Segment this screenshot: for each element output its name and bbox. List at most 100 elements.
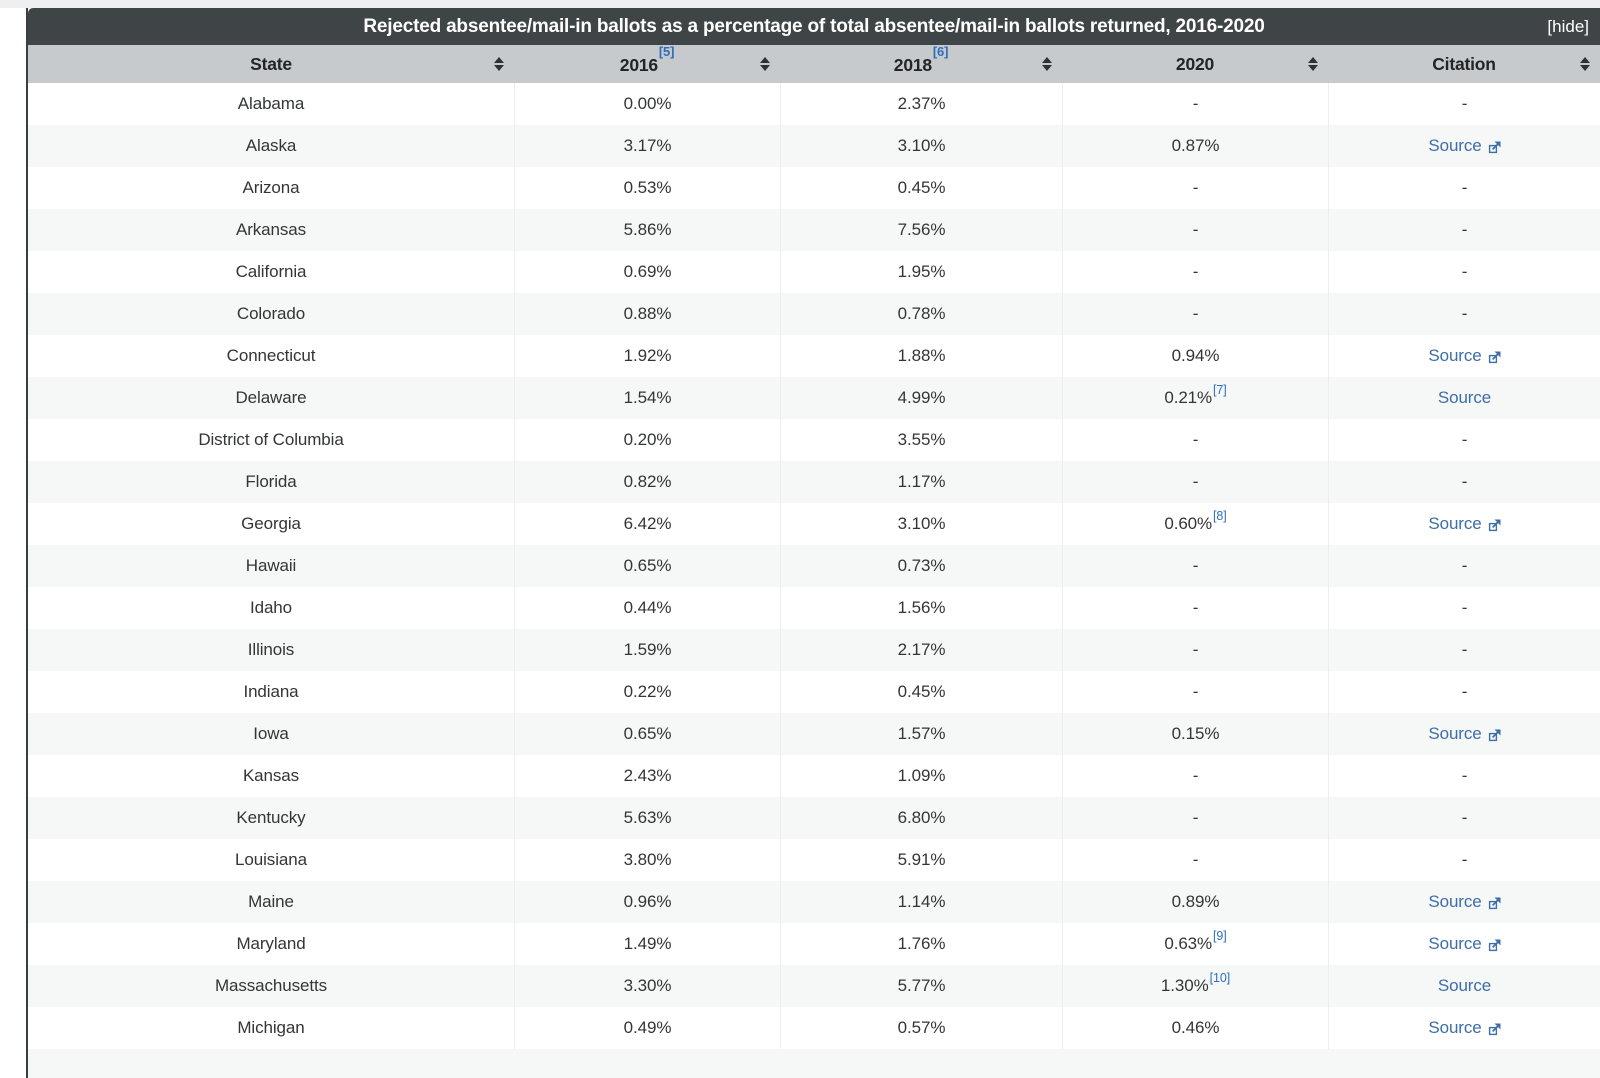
value-2016-cell: 0.53% (514, 167, 780, 209)
source-link[interactable]: Source (1428, 514, 1501, 534)
state-cell: Idaho (28, 587, 514, 629)
value-2020-cell: 0.46% (1062, 1007, 1328, 1049)
source-link[interactable]: Source (1428, 346, 1501, 366)
state-cell: Florida (28, 461, 514, 503)
sort-icon[interactable] (1580, 57, 1590, 71)
value-2020-cell: - (1062, 587, 1328, 629)
value-2020: 0.94% (1171, 346, 1220, 365)
sort-icon[interactable] (1042, 57, 1052, 71)
table-row: Maryland 1.49% 1.76% 0.63% [9] Source (28, 923, 1600, 965)
value-2018-cell: 3.55% (780, 419, 1062, 461)
value-2016: 3.30% (623, 976, 672, 995)
source-link[interactable]: Source (1428, 934, 1501, 954)
state-cell: Alaska (28, 125, 514, 167)
value-2020: - (1192, 682, 1199, 701)
state-name: Alaska (245, 136, 297, 155)
value-2016: 3.80% (623, 850, 672, 869)
value-2020-cell: - (1062, 629, 1328, 671)
value-2016-cell: 0.82% (514, 461, 780, 503)
value-2016: 1.49% (623, 934, 672, 953)
citation-dash: - (1461, 94, 1468, 113)
footnote-ref-link[interactable]: [7] (1213, 382, 1227, 397)
value-2020: 1.30% (1160, 976, 1209, 995)
table-row: Kentucky 5.63% 6.80% - - (28, 797, 1600, 839)
table-row: District of Columbia 0.20% 3.55% - - (28, 419, 1600, 461)
value-2018-cell: 0.45% (780, 167, 1062, 209)
value-2018: 1.09% (897, 766, 946, 785)
value-2016: 0.53% (623, 178, 672, 197)
state-name: Arkansas (235, 220, 307, 239)
state-name: California (235, 262, 307, 281)
table-row: Idaho 0.44% 1.56% - - (28, 587, 1600, 629)
source-link[interactable]: Source (1428, 1018, 1501, 1038)
value-2020: - (1192, 808, 1199, 827)
table-row: Hawaii 0.65% 0.73% - - (28, 545, 1600, 587)
footnote-ref-link[interactable]: [10] (1209, 970, 1231, 985)
value-2020: 0.87% (1171, 136, 1220, 155)
source-link[interactable]: Source (1438, 976, 1491, 996)
source-link-label: Source (1428, 892, 1482, 911)
source-link[interactable]: Source (1428, 892, 1501, 912)
value-2020: 0.89% (1171, 892, 1220, 911)
citation-cell: Source (1328, 125, 1600, 167)
state-name: Idaho (249, 598, 293, 617)
table-row: Iowa 0.65% 1.57% 0.15% Source (28, 713, 1600, 755)
state-cell: Illinois (28, 629, 514, 671)
footnote-ref-link[interactable]: [9] (1213, 928, 1227, 943)
source-link[interactable]: Source (1428, 724, 1501, 744)
citation-cell: Source (1328, 1007, 1600, 1049)
value-2020: - (1192, 850, 1199, 869)
source-link-label: Source (1428, 514, 1482, 533)
source-link[interactable]: Source (1438, 388, 1491, 408)
value-2020-cell: 0.60% [8] (1062, 503, 1328, 545)
hide-toggle-button[interactable]: [hide] (1547, 16, 1589, 36)
external-link-icon (1488, 729, 1501, 741)
citation-cell: Source (1328, 713, 1600, 755)
value-2018-cell: 0.45% (780, 671, 1062, 713)
table-row: Alaska 3.17% 3.10% 0.87% Source (28, 125, 1600, 167)
state-name: Florida (245, 472, 297, 491)
footnote-ref-link[interactable]: [5] (658, 43, 675, 59)
value-2018-cell: 1.17% (780, 461, 1062, 503)
value-2020: - (1192, 94, 1199, 113)
value-2020-cell: 0.63% [9] (1062, 923, 1328, 965)
citation-cell: - (1328, 587, 1600, 629)
table-row: Indiana 0.22% 0.45% - - (28, 671, 1600, 713)
column-header-citation[interactable]: Citation (1328, 45, 1600, 83)
value-2018: 3.10% (897, 514, 946, 533)
citation-cell: - (1328, 209, 1600, 251)
table-row: Alabama 0.00% 2.37% - - (28, 83, 1600, 125)
value-2018: 3.10% (897, 136, 946, 155)
value-2018: 0.57% (897, 1018, 946, 1037)
value-2020: 0.15% (1171, 724, 1220, 743)
sort-icon[interactable] (760, 57, 770, 71)
column-header-2018[interactable]: 2018[6] (780, 45, 1062, 83)
state-name: Colorado (236, 304, 306, 323)
column-header-2016[interactable]: 2016[5] (514, 45, 780, 83)
value-2018: 0.78% (897, 304, 946, 323)
column-header-2020[interactable]: 2020 (1062, 45, 1328, 83)
citation-cell: - (1328, 755, 1600, 797)
column-label-citation: Citation (1432, 53, 1496, 74)
column-header-state[interactable]: State (28, 45, 514, 83)
footnote-ref-link[interactable]: [6] (932, 43, 949, 59)
footnote-ref-link[interactable]: [8] (1213, 508, 1227, 523)
state-name: Kentucky (236, 808, 306, 827)
state-cell: Louisiana (28, 839, 514, 881)
value-2018-cell: 2.17% (780, 629, 1062, 671)
sort-icon[interactable] (494, 57, 504, 71)
state-name: Alabama (237, 94, 305, 113)
state-name: Delaware (235, 388, 307, 407)
source-link[interactable]: Source (1428, 136, 1501, 156)
value-2018-cell: 1.14% (780, 881, 1062, 923)
value-2020: 0.63% (1164, 934, 1213, 953)
sort-icon[interactable] (1308, 57, 1318, 71)
value-2016-cell: 0.49% (514, 1007, 780, 1049)
value-2016: 0.69% (623, 262, 672, 281)
external-link-icon (1488, 141, 1501, 153)
state-name: Indiana (243, 682, 299, 701)
value-2018-cell: 7.56% (780, 209, 1062, 251)
value-2020-cell: 1.30% [10] (1062, 965, 1328, 1007)
value-2018: 6.80% (897, 808, 946, 827)
table-row: Delaware 1.54% 4.99% 0.21% [7] Source (28, 377, 1600, 419)
